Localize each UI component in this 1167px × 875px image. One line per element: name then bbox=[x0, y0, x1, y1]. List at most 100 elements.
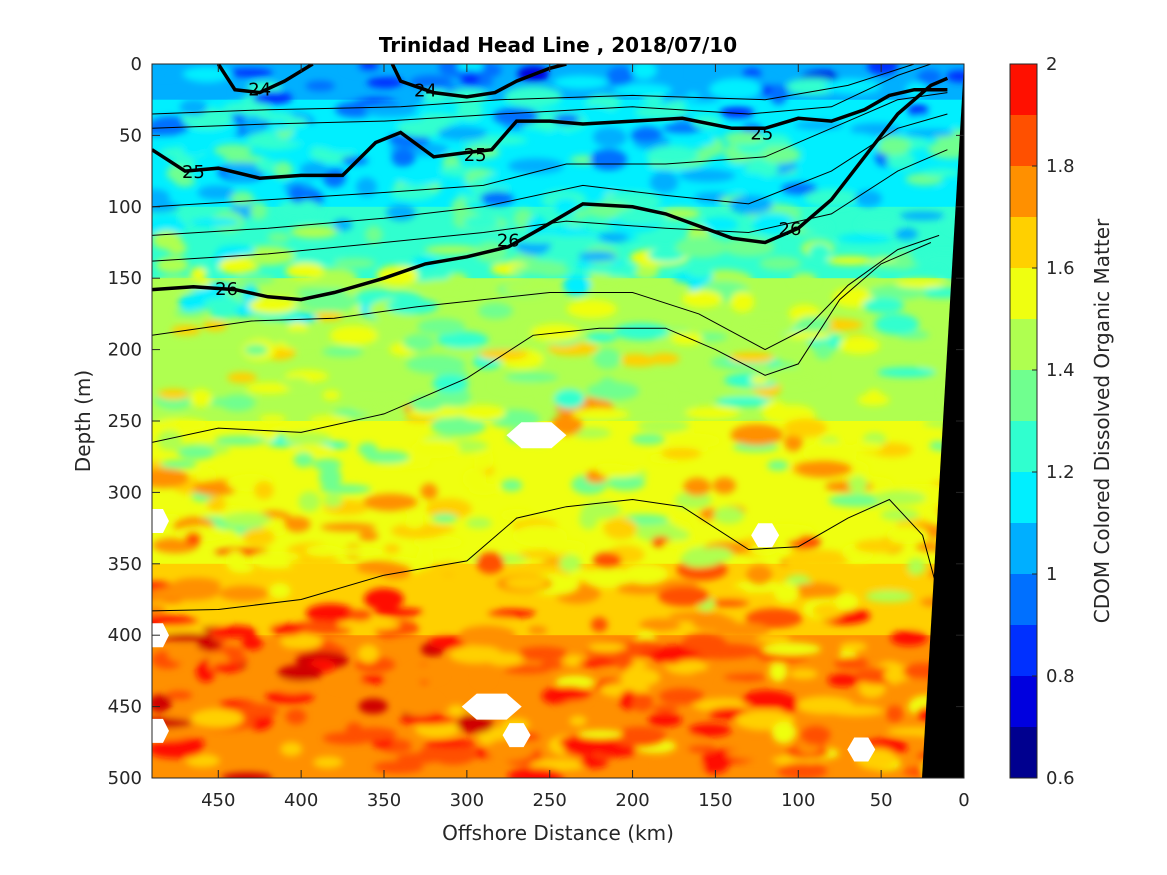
field-patch bbox=[675, 236, 728, 258]
field-patch bbox=[282, 432, 332, 445]
field-patch bbox=[323, 137, 367, 153]
field-patch bbox=[880, 508, 920, 521]
field-patch bbox=[277, 664, 323, 682]
x-tick-label: 350 bbox=[367, 790, 401, 811]
field-patch bbox=[213, 144, 253, 157]
colorbar-axis: 0.6 0.8 1 1.2 1.4 1.6 1.8 2 bbox=[1032, 54, 1075, 789]
field-patch bbox=[396, 752, 441, 764]
field-patch bbox=[203, 296, 242, 313]
field-patch bbox=[585, 264, 639, 275]
missing-data-gap bbox=[152, 718, 169, 743]
missing-data-gap bbox=[751, 523, 780, 548]
field-patch bbox=[284, 516, 311, 533]
field-patch bbox=[771, 721, 796, 744]
field-patch bbox=[697, 649, 745, 660]
field-patch bbox=[614, 649, 632, 670]
field-patch bbox=[460, 70, 480, 87]
field-patch bbox=[402, 334, 436, 351]
thin-contour bbox=[152, 242, 932, 443]
field-patch bbox=[709, 78, 762, 100]
field-patch bbox=[196, 467, 217, 485]
field-patch bbox=[571, 408, 630, 421]
x-tick-label: 200 bbox=[615, 790, 649, 811]
field-patch bbox=[620, 668, 661, 687]
field-patch bbox=[305, 80, 335, 92]
field-patch bbox=[477, 302, 514, 319]
y-tick-label: 50 bbox=[119, 125, 142, 146]
field-patch bbox=[630, 126, 663, 143]
colorbar bbox=[1010, 64, 1037, 778]
field-patch bbox=[789, 668, 818, 680]
field-patch bbox=[729, 173, 770, 192]
colorbar-segment bbox=[1010, 625, 1037, 676]
field-patch bbox=[357, 64, 380, 72]
field-patch bbox=[918, 251, 964, 268]
field-patch bbox=[322, 346, 364, 357]
colorbar-segment bbox=[1010, 115, 1037, 166]
field-patch bbox=[563, 743, 601, 756]
density-contour-26 bbox=[152, 76, 949, 302]
field-patch bbox=[182, 130, 208, 150]
field-patch bbox=[790, 582, 842, 599]
field-patch bbox=[329, 325, 378, 346]
field-patch bbox=[358, 698, 388, 714]
contour-labels: 24 24 25 25 25 26 26 26 bbox=[182, 79, 801, 300]
field-patch bbox=[543, 686, 591, 702]
x-tick-label: 400 bbox=[284, 790, 318, 811]
colorbar-segment bbox=[1010, 421, 1037, 472]
field-patch bbox=[547, 128, 569, 151]
field-patch bbox=[791, 272, 817, 287]
field-patch bbox=[874, 313, 920, 335]
field-patch bbox=[184, 531, 202, 546]
field-patch bbox=[777, 762, 828, 778]
field-patch bbox=[597, 232, 629, 243]
field-patch bbox=[267, 232, 291, 243]
field-patch bbox=[762, 642, 822, 656]
field-patch bbox=[200, 397, 257, 407]
field-patch bbox=[759, 256, 802, 271]
field-patch bbox=[699, 754, 730, 774]
colorbar-segment bbox=[1010, 166, 1037, 217]
field-patch bbox=[647, 712, 683, 727]
field-patch bbox=[652, 704, 679, 713]
field-patch bbox=[661, 447, 702, 460]
field-patch bbox=[345, 722, 363, 737]
field-patch bbox=[290, 225, 338, 239]
plot-area: 24 24 25 25 25 26 26 26 bbox=[152, 64, 964, 778]
contour-label: 25 bbox=[750, 124, 773, 145]
colorbar-label: CDOM Colored Dissolved Organic Matter bbox=[1090, 218, 1114, 623]
field-patch bbox=[578, 276, 635, 289]
field-patch bbox=[569, 569, 596, 580]
field-patch bbox=[824, 78, 881, 95]
field-patch bbox=[728, 351, 775, 364]
field-patch bbox=[380, 398, 405, 415]
field-patch bbox=[152, 615, 199, 626]
field-patch bbox=[877, 367, 937, 378]
field-patch bbox=[714, 622, 771, 639]
field-patch bbox=[456, 64, 485, 72]
field-patch bbox=[152, 604, 166, 615]
field-patch bbox=[334, 101, 377, 118]
field-patch bbox=[825, 132, 881, 154]
field-patch bbox=[157, 430, 183, 451]
field-patch bbox=[662, 123, 704, 134]
field-patch bbox=[178, 294, 201, 312]
field-patch bbox=[873, 490, 927, 506]
field-patch bbox=[657, 586, 710, 607]
thin-contour bbox=[152, 64, 932, 129]
field-patch bbox=[781, 182, 818, 195]
field-patch bbox=[322, 167, 347, 188]
field-patch bbox=[447, 272, 469, 291]
field-patch bbox=[682, 633, 727, 653]
field-patch bbox=[487, 609, 537, 618]
field-patch bbox=[579, 508, 598, 530]
field-patch bbox=[248, 297, 297, 314]
field-patch bbox=[432, 374, 469, 393]
field-patch bbox=[174, 308, 206, 317]
field-patch bbox=[291, 444, 333, 455]
colorbar-tick-label: 2 bbox=[1046, 54, 1057, 75]
field-patch bbox=[862, 297, 905, 314]
field-patch bbox=[218, 585, 269, 602]
field-patch bbox=[895, 279, 944, 288]
field-patch bbox=[592, 126, 627, 148]
